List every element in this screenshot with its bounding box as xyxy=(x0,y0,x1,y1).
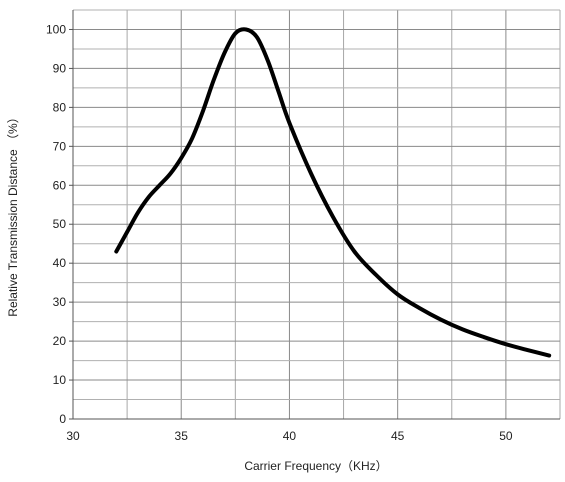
y-tick-label: 50 xyxy=(53,217,67,231)
x-tick-label: 45 xyxy=(391,429,405,443)
x-axis-label: Carrier Frequency（KHz） xyxy=(244,459,387,473)
x-tick-label: 30 xyxy=(66,429,80,443)
y-tick-label: 90 xyxy=(53,61,67,75)
y-axis-label: Relative Transmission Distance （%） xyxy=(6,111,20,316)
y-tick-label: 20 xyxy=(53,334,67,348)
y-tick-label: 70 xyxy=(53,139,67,153)
y-tick-label: 0 xyxy=(59,412,66,426)
y-tick-label: 40 xyxy=(53,256,67,270)
y-tick-label: 10 xyxy=(53,373,67,387)
y-tick-label: 100 xyxy=(46,22,66,36)
y-tick-label: 80 xyxy=(53,100,67,114)
x-tick-label: 50 xyxy=(499,429,513,443)
x-tick-label: 40 xyxy=(283,429,297,443)
y-tick-label: 60 xyxy=(53,178,67,192)
x-tick-label: 35 xyxy=(175,429,189,443)
plot-area-background xyxy=(73,10,560,419)
y-tick-label: 30 xyxy=(53,295,67,309)
